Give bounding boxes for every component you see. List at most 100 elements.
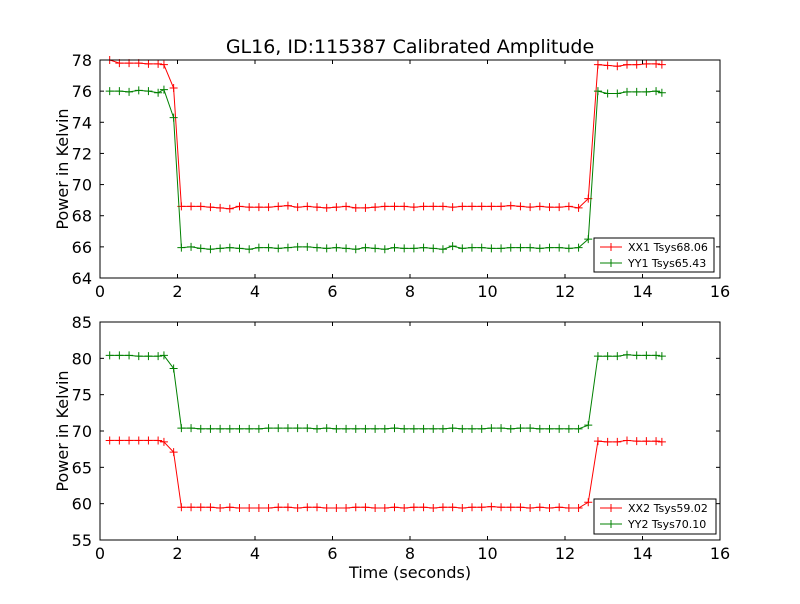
data-point bbox=[332, 203, 341, 212]
data-point bbox=[159, 437, 168, 446]
data-point bbox=[196, 244, 205, 253]
data-point bbox=[264, 424, 273, 433]
x-tick-label: 2 bbox=[172, 544, 182, 563]
x-tick-label: 0 bbox=[95, 282, 105, 301]
data-point bbox=[380, 202, 389, 211]
data-point bbox=[458, 244, 467, 253]
data-point bbox=[574, 424, 583, 433]
legend-label: YY2 Tsys70.10 bbox=[627, 518, 706, 531]
x-tick-label: 2 bbox=[172, 282, 182, 301]
data-point bbox=[555, 243, 564, 252]
data-point bbox=[632, 437, 641, 446]
data-point bbox=[409, 503, 418, 512]
data-point bbox=[206, 424, 215, 433]
data-point bbox=[274, 503, 283, 512]
data-point bbox=[283, 503, 292, 512]
data-point bbox=[419, 424, 428, 433]
data-point bbox=[225, 204, 234, 213]
data-point bbox=[144, 59, 153, 68]
data-point bbox=[313, 424, 321, 433]
data-point bbox=[303, 202, 312, 211]
legend-label: XX2 Tsys59.02 bbox=[628, 502, 708, 515]
x-tick-label: 12 bbox=[555, 544, 575, 563]
data-point bbox=[468, 503, 476, 512]
data-point bbox=[497, 503, 506, 512]
x-tick-label: 16 bbox=[710, 544, 730, 563]
data-point bbox=[332, 424, 341, 433]
data-point bbox=[169, 448, 178, 457]
data-point bbox=[159, 85, 168, 94]
series-2 bbox=[105, 85, 666, 254]
data-point bbox=[254, 203, 263, 212]
data-point bbox=[535, 202, 544, 211]
legend-marker bbox=[607, 520, 615, 528]
data-point bbox=[254, 243, 263, 252]
data-point bbox=[274, 424, 283, 433]
data-point bbox=[371, 424, 380, 433]
data-point bbox=[125, 436, 134, 445]
data-point bbox=[105, 436, 114, 445]
data-point bbox=[438, 245, 447, 254]
data-point bbox=[225, 243, 234, 252]
y-tick-label: 70 bbox=[72, 422, 92, 441]
data-point bbox=[438, 424, 447, 433]
data-point bbox=[409, 424, 418, 433]
data-point bbox=[526, 203, 535, 212]
x-tick-label: 6 bbox=[327, 544, 337, 563]
data-point bbox=[409, 203, 418, 212]
data-point bbox=[487, 244, 496, 253]
legend-label: YY1 Tsys65.43 bbox=[627, 257, 706, 270]
y-tick-label: 66 bbox=[72, 238, 92, 257]
data-point bbox=[506, 243, 515, 252]
x-tick-label: 4 bbox=[250, 282, 260, 301]
data-point bbox=[468, 424, 476, 433]
data-point bbox=[603, 89, 612, 98]
data-point bbox=[245, 245, 254, 254]
data-point bbox=[458, 504, 467, 513]
data-point bbox=[303, 242, 312, 251]
chart-title: GL16, ID:115387 Calibrated Amplitude bbox=[226, 36, 594, 58]
data-point bbox=[642, 87, 651, 96]
data-point bbox=[105, 87, 114, 96]
data-point bbox=[555, 503, 564, 512]
y-tick-label: 72 bbox=[72, 144, 92, 163]
data-point bbox=[584, 421, 593, 430]
data-point bbox=[206, 245, 215, 254]
data-point bbox=[477, 424, 486, 433]
data-point bbox=[593, 60, 602, 69]
data-point bbox=[535, 244, 544, 253]
data-point bbox=[274, 202, 283, 211]
data-point bbox=[380, 245, 389, 254]
data-point bbox=[564, 244, 573, 253]
data-point bbox=[115, 436, 124, 445]
data-point bbox=[545, 504, 554, 513]
data-point bbox=[497, 202, 506, 211]
data-point bbox=[154, 436, 163, 445]
data-point bbox=[400, 504, 409, 513]
x-tick-label: 6 bbox=[327, 282, 337, 301]
data-point bbox=[545, 203, 554, 212]
data-point bbox=[477, 503, 486, 512]
data-point bbox=[448, 203, 457, 212]
data-point bbox=[105, 351, 114, 360]
data-point bbox=[574, 203, 583, 212]
data-point bbox=[390, 243, 399, 252]
data-point bbox=[429, 202, 438, 211]
y-tick-label: 65 bbox=[72, 458, 92, 477]
series-line bbox=[109, 59, 662, 210]
x-axis-label: Time (seconds) bbox=[348, 563, 471, 582]
x-tick-label: 4 bbox=[250, 544, 260, 563]
data-point bbox=[657, 60, 666, 69]
data-point bbox=[371, 504, 380, 513]
data-point bbox=[526, 243, 535, 252]
data-point bbox=[144, 436, 153, 445]
data-point bbox=[574, 243, 583, 252]
data-point bbox=[535, 424, 544, 433]
y-tick-label: 80 bbox=[72, 349, 92, 368]
x-tick-label: 12 bbox=[555, 282, 575, 301]
data-point bbox=[264, 504, 273, 513]
data-point bbox=[623, 60, 631, 69]
data-point bbox=[159, 60, 168, 69]
data-point bbox=[564, 424, 573, 433]
